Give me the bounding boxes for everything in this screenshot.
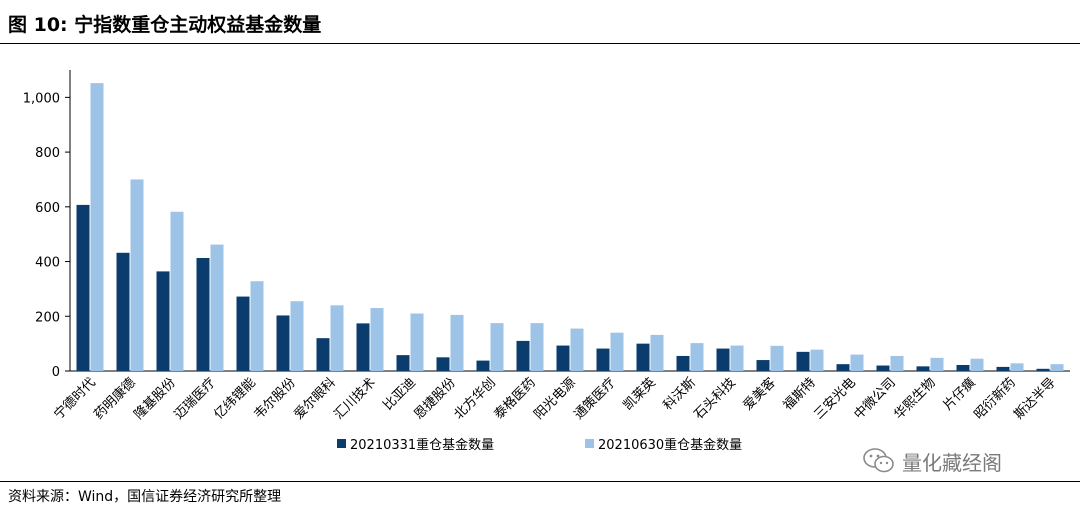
x-tick-label: 爱尔眼科	[291, 375, 338, 422]
x-tick-label: 凯莱英	[621, 375, 659, 413]
bar-20210630	[210, 244, 224, 371]
x-tick-label: 亿纬锂能	[211, 375, 258, 422]
bar-20210630	[130, 179, 144, 371]
bar-20210331	[636, 343, 650, 371]
bar-20210630	[490, 323, 504, 371]
bar-20210331	[516, 340, 530, 371]
x-tick-label: 宁德时代	[51, 375, 99, 423]
bar-20210630	[730, 345, 744, 371]
bar-20210630	[1010, 363, 1024, 371]
x-tick-label: 北方华创	[451, 375, 499, 423]
x-tick-label: 比亚迪	[381, 375, 419, 413]
bar-20210630	[810, 349, 824, 371]
bar-20210630	[250, 281, 264, 371]
bar-20210630	[330, 305, 344, 371]
bar-20210630	[650, 334, 664, 371]
bar-20210331	[996, 366, 1010, 371]
x-tick-label: 阳光电源	[531, 375, 578, 422]
x-tick-label: 斯达半导	[1011, 375, 1058, 422]
bar-20210331	[156, 271, 170, 371]
x-tick-label: 石头科技	[691, 375, 738, 422]
legend-label: 20210630重仓基金数量	[598, 437, 742, 453]
y-tick-label: 400	[35, 256, 60, 271]
y-tick-label: 0	[52, 365, 60, 380]
bar-20210630	[610, 332, 624, 371]
bar-20210331	[836, 364, 850, 371]
bar-20210630	[370, 308, 384, 371]
bar-chart: 0 200 400 600 800 1,000 宁德时代药明康德隆基股份迈瑞医疗亿纬锂能韦尔…	[23, 70, 1070, 453]
x-tick-label: 昭衍新药	[971, 375, 1019, 423]
wechat-icon	[863, 448, 894, 473]
legend-label: 20210331重仓基金数量	[350, 437, 494, 453]
x-tick-label: 爱美客	[740, 375, 779, 414]
x-tick-label: 片仔癀	[940, 375, 979, 414]
bar-20210630	[90, 83, 104, 371]
x-tick-label: 汇川技术	[331, 375, 378, 422]
title-bar: 图 10: 宁指数重仓主动权益基金数量	[0, 0, 1080, 44]
bar-20210331	[796, 351, 810, 371]
bar-20210331	[916, 366, 930, 371]
x-tick-label: 华熙生物	[891, 375, 938, 422]
bar-20210331	[116, 252, 130, 371]
legend-swatch	[337, 439, 346, 448]
bar-20210331	[476, 360, 490, 371]
footer-divider	[0, 481, 1080, 482]
chart-area: 0 200 400 600 800 1,000 宁德时代 药明康德 隆基股份 迈瑞医疗 亿纬锂能 韦尔…	[0, 50, 1080, 480]
x-tick-label: 隆基股份	[131, 375, 178, 422]
x-tick-label: 韦尔股份	[251, 375, 298, 422]
x-tick-label: 三安光电	[811, 375, 858, 422]
x-tick-label: 福斯特	[781, 375, 819, 413]
x-tick-label: 药明康德	[91, 375, 139, 423]
bar-20210331	[716, 348, 730, 371]
bar-20210630	[890, 355, 904, 371]
bar-20210630	[970, 358, 984, 371]
bar-20210331	[436, 357, 450, 371]
x-tick-label: 迈瑞医疗	[171, 375, 218, 422]
bar-20210331	[876, 365, 890, 371]
bar-20210331	[236, 296, 250, 371]
y-tick-label: 600	[35, 201, 60, 216]
bar-20210331	[556, 345, 570, 371]
bar-20210630	[410, 313, 424, 371]
page-title: 图 10: 宁指数重仓主动权益基金数量	[8, 14, 322, 36]
bar-20210630	[570, 328, 584, 371]
y-tick-label: 200	[35, 310, 60, 325]
x-tick-label: 科沃斯	[661, 375, 699, 413]
bar-20210630	[450, 314, 464, 371]
bar-20210331	[76, 204, 90, 371]
bar-20210331	[356, 323, 370, 371]
bar-20210630	[170, 211, 184, 371]
bar-20210331	[676, 355, 690, 371]
bar-20210331	[276, 315, 290, 371]
x-tick-label: 恩捷股份	[411, 375, 458, 422]
source-note: 资料来源：Wind，国信证券经济研究所整理	[8, 489, 282, 505]
bar-20210331	[396, 355, 410, 371]
bar-20210331	[316, 338, 330, 371]
bar-20210331	[756, 360, 770, 371]
bar-20210331	[596, 348, 610, 371]
legend-swatch	[585, 439, 594, 448]
bar-20210630	[850, 354, 864, 371]
bar-20210630	[690, 343, 704, 371]
watermark: 量化藏经阁	[862, 446, 1002, 476]
bar-20210630	[930, 357, 944, 371]
bar-20210630	[770, 345, 784, 371]
y-tick-label: 800	[35, 146, 60, 161]
watermark-text: 量化藏经阁	[902, 450, 1002, 475]
x-tick-label: 中微公司	[851, 375, 898, 422]
bar-20210331	[1036, 368, 1050, 371]
bar-20210630	[290, 301, 304, 371]
bar-20210331	[956, 364, 970, 371]
bar-20210331	[196, 257, 210, 371]
y-tick-label: 1,000	[23, 91, 60, 106]
x-tick-label: 通策医疗	[571, 375, 619, 423]
bar-20210630	[1050, 364, 1064, 371]
bar-20210630	[530, 323, 544, 371]
x-tick-label: 泰格医药	[491, 375, 539, 423]
